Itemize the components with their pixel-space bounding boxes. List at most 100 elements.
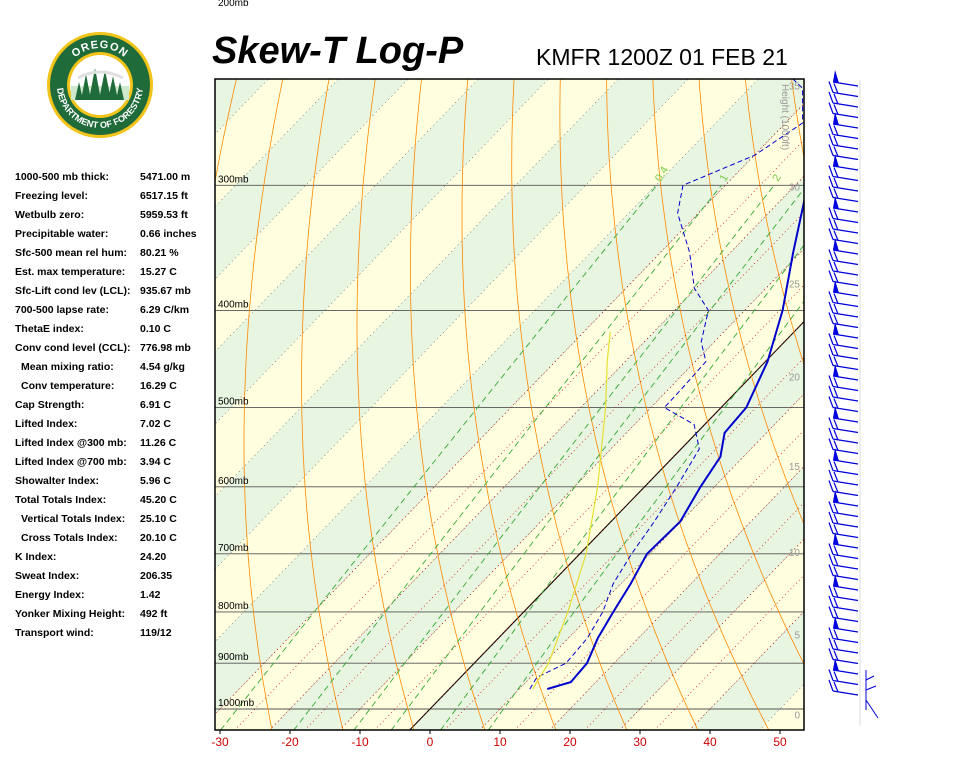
- index-row: Lifted Index @700 mb: 3.94 C: [15, 453, 215, 472]
- wind-barb: [828, 385, 859, 402]
- index-label: Showalter Index:: [15, 475, 100, 487]
- index-row: Sfc-Lift cond lev (LCL): 935.67 mb: [15, 282, 215, 301]
- index-value: 24.20: [140, 551, 167, 563]
- pressure-label: 1000mb: [218, 698, 255, 709]
- wind-barb: [828, 354, 859, 371]
- dewpoint-line: [529, 79, 804, 690]
- wind-barb: [828, 81, 859, 98]
- mixing-ratio-label: 3: [803, 172, 816, 183]
- index-label: Sfc-500 mean rel hum:: [15, 247, 128, 259]
- wind-barb: [828, 343, 859, 360]
- height-tick-label: 35: [789, 81, 801, 92]
- isotherm: [215, 79, 759, 643]
- stability-indices-list: 1000-500 mb thick: 5471.00 m Freezing leve…: [15, 168, 215, 643]
- height-axis-label: Height (1000ft): [779, 84, 790, 150]
- wind-barb: [828, 595, 859, 612]
- wind-barb: [828, 679, 859, 696]
- wind-barb: [828, 648, 859, 665]
- index-row: Cross Totals Index: 20.10 C: [15, 529, 215, 548]
- wind-barb: [828, 333, 859, 350]
- wind-barb: [828, 427, 859, 444]
- index-value: 20.10 C: [140, 532, 177, 544]
- index-row: ThetaE index: 0.10 C: [15, 320, 215, 339]
- index-label: Transport wind:: [15, 627, 94, 639]
- index-value: 16.29 C: [140, 380, 177, 392]
- wind-barb: [832, 238, 859, 255]
- dry-adiabat: [301, 79, 344, 730]
- dry-adiabat: [897, 0, 960, 751]
- wind-barb: [832, 280, 859, 297]
- index-label: ThetaE index:: [15, 323, 84, 335]
- wind-barb: [828, 207, 859, 224]
- plot-frame: [214, 78, 805, 731]
- dry-adiabat: [934, 0, 960, 751]
- isotherm: [215, 79, 549, 425]
- mixing-ratio-line: [293, 185, 722, 730]
- index-label: Precipitable water:: [15, 228, 109, 240]
- height-tick-label: 30: [789, 183, 801, 194]
- index-row: Wetbulb zero: 5959.53 ft: [15, 206, 215, 225]
- wind-barb: [828, 417, 859, 434]
- x-tick-label: 0: [427, 735, 434, 749]
- wind-barb: [828, 375, 859, 392]
- index-label: Wetbulb zero:: [15, 209, 85, 221]
- index-row: 1000-500 mb thick: 5471.00 m: [15, 168, 215, 187]
- index-label: Conv cond level (CCL):: [15, 342, 131, 354]
- dry-adiabat: [791, 79, 804, 160]
- index-row: Conv temperature: 16.29 C: [15, 377, 215, 396]
- index-row: Sweat Index: 206.35: [15, 567, 215, 586]
- wind-barb-column: [828, 70, 879, 726]
- index-row: Mean mixing ratio: 4.54 g/kg: [15, 358, 215, 377]
- dry-adiabat: [511, 79, 628, 730]
- index-value: 5471.00 m: [140, 171, 191, 183]
- chart-title: Skew-T Log-P: [212, 30, 464, 72]
- isotherm: [215, 79, 479, 353]
- x-tick-label: 50: [773, 735, 787, 749]
- index-label: Lifted Index:: [15, 418, 78, 430]
- wind-barb: [832, 322, 859, 339]
- oregon-forestry-logo: OREGON DEPARTMENT OF FORESTRY: [45, 30, 155, 140]
- x-tick-label: 10: [493, 735, 507, 749]
- wind-barb: [832, 154, 859, 171]
- index-value: 4.54 g/kg: [140, 361, 185, 373]
- wind-barb: [828, 480, 859, 497]
- index-row: Conv cond level (CCL): 776.98 mb: [15, 339, 215, 358]
- x-tick-label: -20: [281, 735, 299, 749]
- index-row: Sfc-500 mean rel hum: 80.21 %: [15, 244, 215, 263]
- wind-barb: [832, 70, 859, 87]
- wind-barb: [828, 123, 859, 140]
- wind-barb: [828, 564, 859, 581]
- height-tick-label: 20: [789, 373, 801, 384]
- index-label: Conv temperature:: [21, 380, 115, 392]
- wind-barb: [828, 259, 859, 276]
- index-label: Est. max temperature:: [15, 266, 126, 278]
- index-row: Lifted Index @300 mb: 11.26 C: [15, 434, 215, 453]
- wind-barb: [832, 616, 859, 633]
- wind-barb: [832, 112, 859, 129]
- index-label: 700-500 lapse rate:: [15, 304, 109, 316]
- index-value: 1.42: [140, 589, 161, 601]
- x-tick-label: -10: [351, 735, 369, 749]
- index-value: 15.27 C: [140, 266, 177, 278]
- index-label: Vertical Totals Index:: [21, 513, 126, 525]
- wind-barb: [828, 669, 859, 686]
- dry-adiabat: [559, 79, 699, 730]
- index-value: 80.21 %: [140, 247, 179, 259]
- wind-barb: [828, 606, 859, 623]
- index-row: Energy Index: 1.42: [15, 586, 215, 605]
- mixing-ratio-label: 2: [770, 172, 783, 183]
- wind-barb-surface: [865, 670, 879, 719]
- index-row: Est. max temperature: 15.27 C: [15, 263, 215, 282]
- dry-adiabat: [698, 79, 804, 526]
- wind-barb: [828, 637, 859, 654]
- wind-barb: [828, 501, 859, 518]
- index-label: Cap Strength:: [15, 399, 85, 411]
- x-tick-label: 40: [703, 735, 717, 749]
- index-label: Yonker Mixing Height:: [15, 608, 126, 620]
- index-value: 6.91 C: [140, 399, 171, 411]
- dry-adiabat: [652, 79, 804, 665]
- dry-adiabat: [745, 79, 804, 366]
- index-value: 6.29 C/km: [140, 304, 190, 316]
- index-row: Freezing level: 6517.15 ft: [15, 187, 215, 206]
